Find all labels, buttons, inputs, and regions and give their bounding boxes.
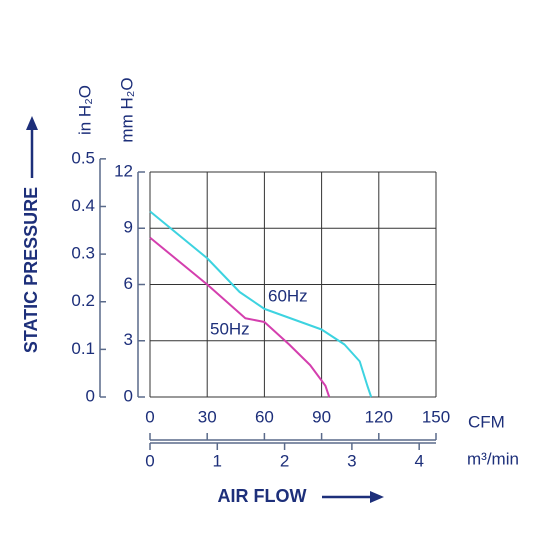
x-tick-label: 120: [365, 407, 393, 426]
x2-tick-label: 3: [347, 451, 356, 470]
y2-tick-label: 0.5: [71, 148, 95, 167]
x2-tick-label: 0: [145, 451, 154, 470]
series-line: [149, 236, 331, 398]
y-tick-label: 0: [124, 386, 133, 405]
y2-tick-label: 0.1: [71, 339, 95, 358]
y2-tick-label: 0.4: [71, 196, 95, 215]
y-arrow-head: [26, 116, 38, 130]
y2-tick-label: 0.3: [71, 244, 95, 263]
y-tick-label: 12: [114, 161, 133, 180]
x2-tick-label: 1: [213, 451, 222, 470]
x2-label: m³/min: [467, 449, 519, 468]
x-tick-label: 30: [198, 407, 217, 426]
x2-tick-label: 2: [280, 451, 289, 470]
x-tick-label: 150: [422, 407, 450, 426]
x-label: CFM: [468, 412, 505, 431]
x-arrow-head: [370, 491, 384, 503]
x-tick-label: 60: [255, 407, 274, 426]
x-tick-label: 90: [312, 407, 331, 426]
y-title: STATIC PRESSURE: [21, 187, 41, 353]
y-tick-label: 6: [124, 274, 133, 293]
y2-tick-label: 0.2: [71, 291, 95, 310]
y2-label: in H₂O: [75, 85, 94, 135]
y-tick-label: 3: [124, 330, 133, 349]
x2-tick-label: 4: [414, 451, 423, 470]
y-tick-label: 9: [124, 218, 133, 237]
y2-tick-label: 0: [86, 386, 95, 405]
series-line: [149, 210, 373, 398]
series-label: 50Hz: [210, 319, 250, 338]
x-tick-label: 0: [145, 407, 154, 426]
y-label: mm H₂O: [117, 77, 136, 142]
x-title: AIR FLOW: [218, 486, 307, 506]
series-label: 60Hz: [268, 286, 308, 305]
